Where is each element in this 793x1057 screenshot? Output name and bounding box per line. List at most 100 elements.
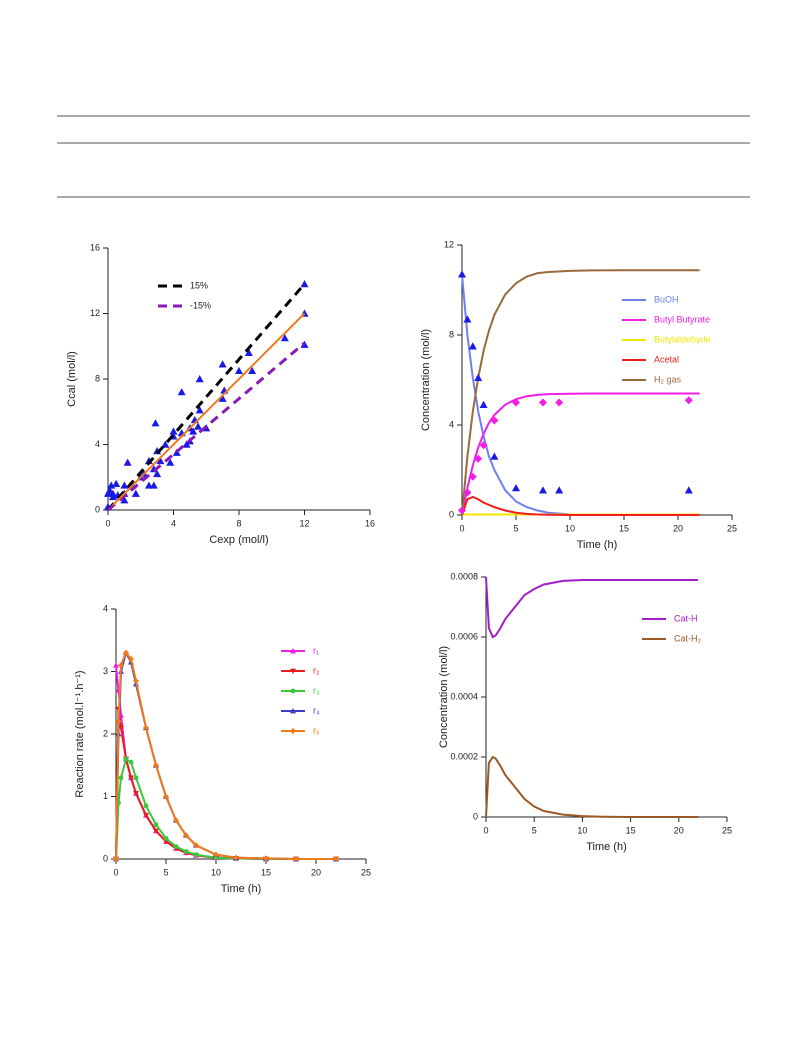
x-tick-label: 20 — [311, 867, 321, 877]
y-tick-label: 0.0002 — [450, 751, 478, 761]
data-point — [133, 677, 139, 684]
legend-marker — [290, 708, 296, 714]
data-point — [474, 454, 483, 463]
data-point — [118, 662, 124, 669]
chart: 0 5 10 15 20 25 0 1 2 3 4 Time (h) Reaction rate (mo… — [74, 603, 371, 895]
data-point — [218, 360, 227, 368]
data-point — [189, 427, 198, 435]
series-line — [107, 341, 306, 512]
x-tick-label: 0 — [105, 518, 110, 528]
data-point — [149, 481, 158, 489]
data-point — [300, 280, 309, 288]
data-point — [463, 315, 472, 323]
data-point — [120, 496, 129, 504]
data-point — [193, 842, 199, 849]
legend-label: r₁ — [313, 645, 319, 655]
x-tick-label: 5 — [513, 523, 518, 533]
legend-label: Cat-H — [674, 613, 698, 623]
y-tick-label: 4 — [449, 419, 454, 429]
data-point — [143, 812, 149, 819]
data-point — [173, 817, 179, 824]
data-point — [173, 844, 179, 849]
data-point — [177, 388, 186, 396]
x-tick-label: 10 — [211, 867, 221, 877]
data-point — [133, 775, 139, 781]
y-tick-label: 12 — [90, 308, 100, 318]
data-point — [123, 649, 129, 656]
x-axis-label: Cexp (mol/l) — [209, 534, 268, 546]
data-point — [468, 472, 477, 481]
x-tick-label: 25 — [722, 825, 732, 835]
legend-label: 15% — [190, 280, 208, 290]
data-point — [539, 398, 547, 407]
series-line — [461, 495, 700, 516]
x-tick-label: 15 — [626, 825, 636, 835]
data-point — [163, 793, 169, 800]
data-point — [118, 775, 124, 781]
legend-label: r₃ — [313, 685, 320, 695]
y-tick-label: 8 — [95, 373, 100, 383]
data-point — [280, 334, 289, 342]
data-point — [172, 448, 181, 456]
x-axis-label: Time (h) — [586, 841, 627, 853]
x-tick-label: 25 — [727, 523, 737, 533]
data-point — [293, 856, 299, 862]
legend-marker — [290, 728, 296, 734]
data-point — [555, 398, 564, 407]
data-point — [555, 486, 564, 494]
x-tick-label: 10 — [565, 523, 575, 533]
data-point — [195, 375, 204, 383]
data-point — [490, 452, 499, 460]
series-line — [112, 312, 306, 506]
data-point — [512, 484, 520, 492]
x-tick-label: 16 — [365, 518, 375, 528]
y-axis-label: Reaction rate (mol.l⁻¹.h⁻¹) — [74, 670, 86, 797]
data-point — [153, 828, 159, 834]
legend-label: r₅ — [313, 725, 320, 735]
y-axis-label: Concentration (mol/l) — [438, 646, 450, 748]
x-tick-label: 15 — [619, 523, 629, 533]
data-point — [218, 394, 227, 402]
data-point — [213, 851, 219, 858]
x-tick-label: 4 — [171, 518, 176, 528]
data-point — [235, 366, 243, 375]
y-tick-label: 4 — [103, 603, 108, 613]
legend-label: Acetal — [654, 354, 679, 364]
data-point — [112, 479, 121, 487]
legend-label: BuOH — [654, 294, 679, 304]
y-tick-label: 4 — [95, 439, 100, 449]
x-tick-label: 5 — [532, 825, 537, 835]
data-point — [169, 427, 178, 435]
data-point — [183, 849, 189, 854]
data-point — [115, 718, 122, 725]
chart: 0 5 10 15 20 25 0 0.0002 0.0004 0.0006 0.0008 Time … — [438, 571, 732, 853]
legend-marker — [290, 648, 296, 654]
data-point — [458, 506, 466, 515]
data-point — [113, 662, 119, 668]
x-tick-label: 20 — [674, 825, 684, 835]
y-axis-label: Concentration (mol/l) — [420, 329, 432, 431]
y-tick-label: 3 — [103, 666, 108, 676]
x-tick-label: 12 — [299, 518, 309, 528]
series-line — [115, 665, 336, 860]
data-point — [458, 270, 466, 278]
legend-label: -15% — [190, 300, 211, 310]
x-tick-label: 0 — [459, 523, 464, 533]
data-point — [490, 416, 499, 425]
data-point — [128, 656, 134, 662]
legend-marker — [290, 688, 296, 694]
legend-label: r₂ — [313, 665, 320, 675]
legend-label: r₄ — [313, 705, 320, 715]
data-point — [123, 458, 132, 466]
legend-label: H₂ gas — [654, 374, 682, 384]
series-line — [115, 650, 336, 860]
data-point — [684, 486, 693, 494]
series-line — [461, 392, 700, 516]
data-point — [107, 481, 116, 489]
y-tick-label: 0 — [473, 811, 478, 821]
legend-label: Butyl Butyrate — [654, 314, 710, 324]
y-tick-label: 0.0008 — [450, 571, 478, 581]
series-line — [485, 576, 699, 639]
data-point — [194, 422, 203, 430]
data-point — [479, 441, 488, 450]
